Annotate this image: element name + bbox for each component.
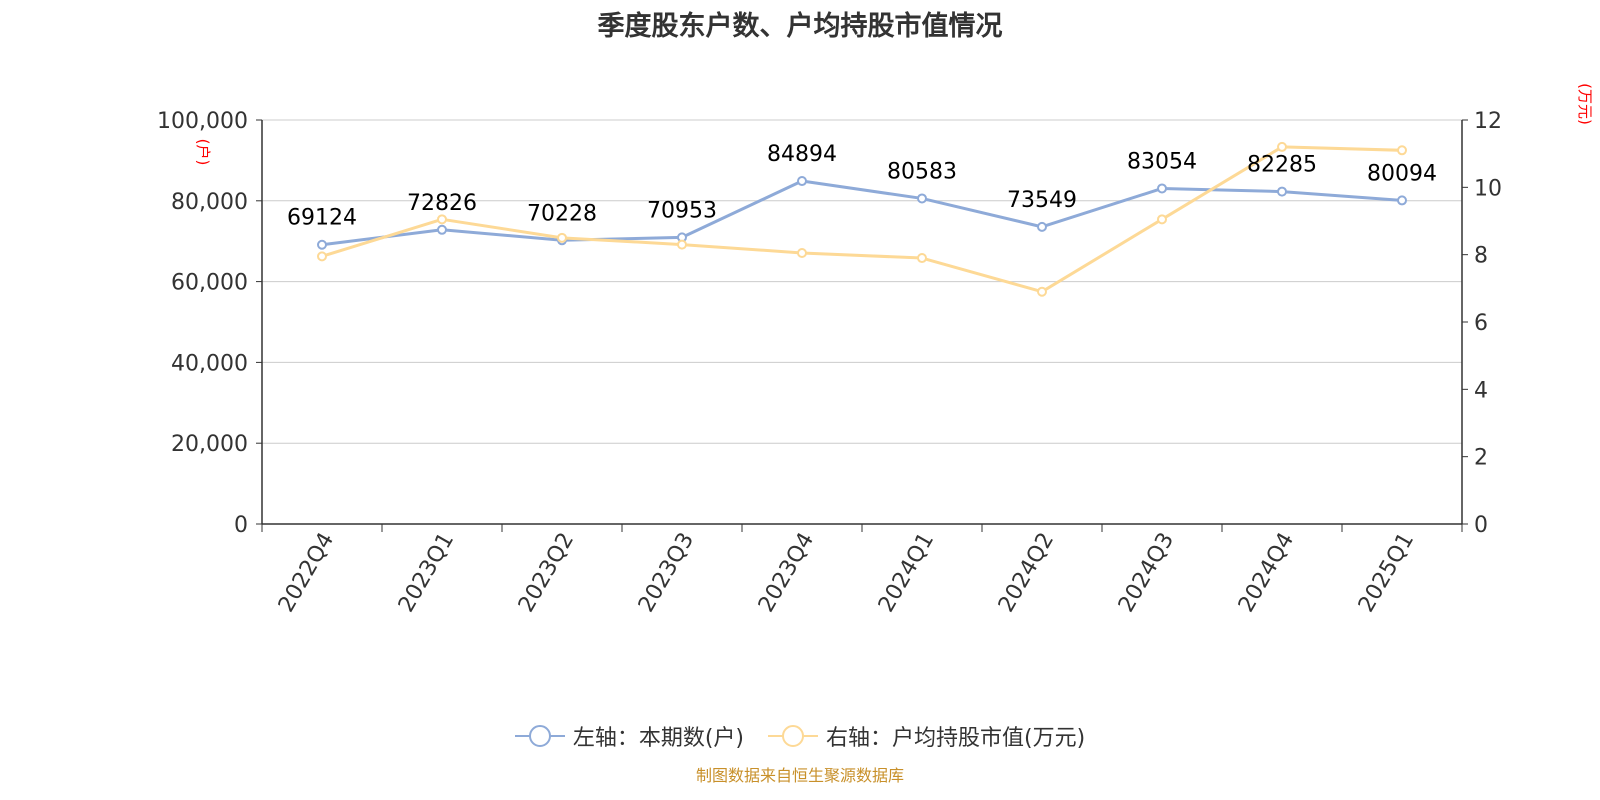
left-series-point[interactable] <box>1277 186 1287 197</box>
legend: 左轴：本期数(户) 右轴：户均持股市值(万元) <box>0 720 1600 752</box>
left-series-point[interactable] <box>317 239 327 250</box>
legend-line-circle-icon <box>514 725 565 747</box>
right-series-point[interactable] <box>557 232 567 243</box>
left-axis-tick-label: 40,000 <box>171 351 248 376</box>
right-series-point[interactable] <box>797 247 807 258</box>
right-series-point[interactable] <box>1157 214 1167 225</box>
left-series-point[interactable] <box>797 176 807 187</box>
left-axis-tick-label: 20,000 <box>171 432 248 457</box>
left-axis-tick-label: 100,000 <box>157 109 248 134</box>
left-series-point[interactable] <box>1397 195 1407 206</box>
data-label: 84894 <box>767 142 837 167</box>
x-axis-tick-label: 2024Q2 <box>994 529 1059 617</box>
legend-line-circle-icon <box>768 725 818 747</box>
left-axis-tick-label: 60,000 <box>171 271 248 296</box>
right-series-point[interactable] <box>1277 141 1287 152</box>
x-axis-tick-label: 2024Q3 <box>1114 529 1179 617</box>
data-label: 70953 <box>647 198 717 223</box>
series-lines <box>317 141 1407 297</box>
right-axis-unit: (万元) <box>1576 83 1594 125</box>
data-label: 83054 <box>1127 149 1197 174</box>
right-axis-tick-label: 0 <box>1474 513 1488 538</box>
right-axis-tick-label: 8 <box>1474 244 1488 269</box>
x-axis-tick-label: 2023Q1 <box>394 529 459 617</box>
left-axis-tick-label: 0 <box>234 513 248 538</box>
left-axis-tick-label: 80,000 <box>171 190 248 215</box>
left-series-point[interactable] <box>1157 183 1167 194</box>
x-axis-tick-label: 2023Q4 <box>754 529 819 617</box>
left-series-point[interactable] <box>917 193 927 204</box>
right-series-point[interactable] <box>1397 145 1407 156</box>
legend-label-left-series: 左轴：本期数(户) <box>572 726 744 751</box>
x-axis-tick-label: 2023Q3 <box>634 529 699 617</box>
right-series-line <box>321 145 1403 294</box>
legend-item-left-series[interactable]: 左轴：本期数(户) <box>514 720 744 752</box>
data-label: 80583 <box>887 159 957 184</box>
x-axis-tick-label: 2024Q1 <box>874 529 939 617</box>
data-label: 69124 <box>287 206 357 231</box>
right-axis-tick-label: 10 <box>1474 176 1502 201</box>
right-series-point[interactable] <box>317 251 327 262</box>
data-label: 72826 <box>407 191 477 216</box>
data-label: 73549 <box>1007 188 1077 213</box>
right-axis-tick-label: 2 <box>1474 446 1488 471</box>
source-note: 制图数据来自恒生聚源数据库 <box>695 766 904 785</box>
data-label: 70228 <box>527 201 597 226</box>
grid-lines <box>262 119 1462 444</box>
left-axis-unit: (户) <box>194 139 212 166</box>
left-series-point[interactable] <box>1037 221 1047 232</box>
right-series-point[interactable] <box>917 253 927 264</box>
x-axis-tick-label: 2022Q4 <box>274 529 339 617</box>
data-label: 80094 <box>1367 161 1437 186</box>
legend-label-right-series: 右轴：户均持股市值(万元) <box>826 726 1086 751</box>
left-series-point[interactable] <box>437 224 447 235</box>
legend-item-right-series[interactable]: 右轴：户均持股市值(万元) <box>768 720 1085 752</box>
right-series-point[interactable] <box>1037 286 1047 297</box>
data-labels: 69124 72826 70228 70953 84894 80583 73549 83054… <box>287 142 1437 231</box>
x-axis-tick-label: 2024Q4 <box>1234 529 1299 617</box>
right-axis-tick-label: 12 <box>1474 109 1502 134</box>
data-label: 82285 <box>1247 153 1317 178</box>
right-series-point[interactable] <box>437 214 447 225</box>
x-axis-tick-label: 2023Q2 <box>514 529 579 617</box>
right-series-point[interactable] <box>677 239 687 250</box>
x-axis-tick-label: 2025Q1 <box>1354 529 1419 617</box>
right-axis-tick-label: 4 <box>1474 378 1488 403</box>
chart-title: 季度股东户数、户均持股市值情况 <box>597 11 1003 42</box>
left-series-line <box>321 179 1403 247</box>
right-axis-tick-label: 6 <box>1474 311 1488 336</box>
